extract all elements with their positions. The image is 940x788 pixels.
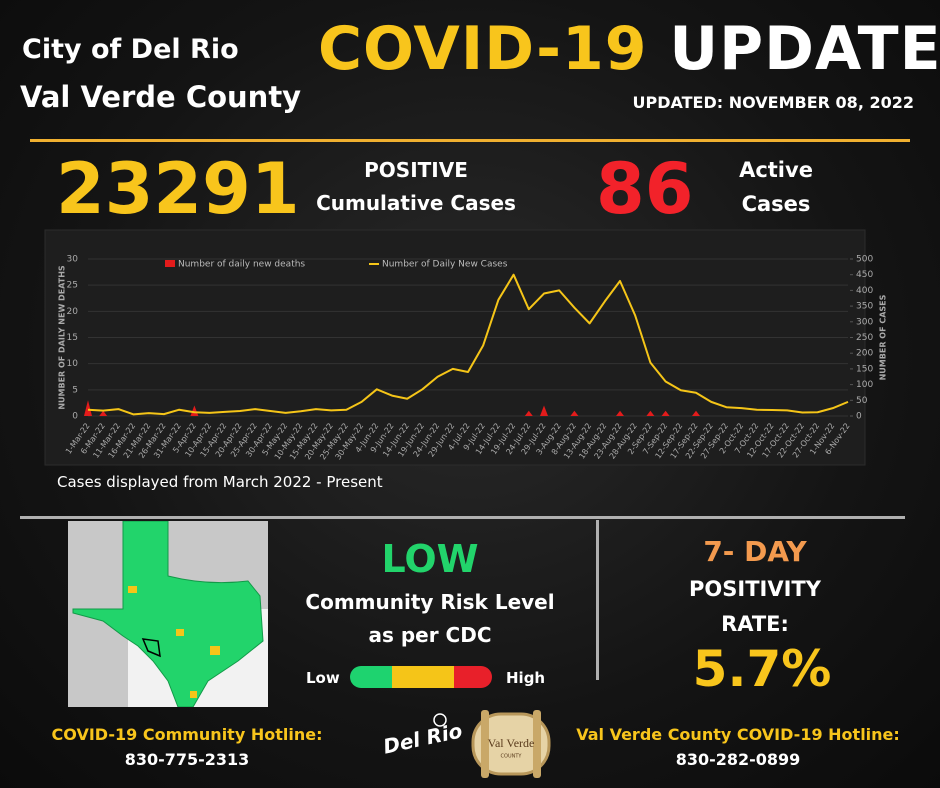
hotline-label: COVID-19 Community Hotline: (51, 725, 323, 744)
active-value: 86 (596, 148, 694, 230)
death-bar (84, 400, 92, 416)
y2-tick-label: 50 (856, 396, 868, 406)
y2-tick-label: 500 (856, 255, 873, 265)
positive-label: Cumulative Cases (316, 191, 516, 215)
death-bar (524, 410, 533, 416)
caption: Cases displayed from March 2022 - Presen… (57, 473, 383, 491)
y-tick-label: 15 (67, 333, 78, 343)
positive-value: 23291 (56, 148, 300, 230)
death-bar (661, 410, 670, 416)
del-rio-logo: Del Rio (385, 718, 465, 758)
val-verde-logo: Val Verde (488, 736, 535, 750)
death-bar (616, 410, 624, 416)
county: Val Verde County (20, 80, 302, 114)
gauge-high: High (506, 669, 546, 687)
main-title: COVID-19 UPDATE (318, 14, 940, 84)
death-bar (540, 405, 548, 416)
risk-gauge (350, 666, 492, 688)
legend-label: Number of Daily New Cases (382, 260, 508, 270)
y2-tick-label: 200 (856, 349, 873, 359)
legend-swatch (165, 260, 175, 267)
y-tick-label: 25 (67, 281, 78, 291)
y2-tick-label: 250 (856, 333, 873, 343)
risk-label: as per CDC (368, 623, 492, 647)
texas-map (68, 521, 268, 707)
y2-tick-label: 100 (856, 380, 873, 390)
active-label: Cases (741, 192, 811, 216)
title-covid: COVID-19 (318, 14, 648, 84)
hotline-number: 830-775-2313 (124, 750, 250, 769)
death-bar (646, 410, 655, 416)
y-tick-label: 10 (67, 359, 79, 369)
death-bar (692, 410, 700, 416)
y2-tick-label: 350 (856, 302, 873, 312)
positivity-value: 5.7% (692, 640, 832, 698)
divider (30, 139, 910, 142)
gauge-low: Low (306, 669, 340, 687)
y2-tick-label: 400 (856, 286, 873, 296)
y2-tick-label: 450 (856, 270, 873, 280)
positivity-label: 7- DAY (703, 535, 807, 568)
chart-panel (44, 229, 866, 466)
risk-label: Community Risk Level (305, 590, 555, 614)
val-verde-logo-sub: COUNTY (501, 754, 523, 760)
y-tick-label: 30 (67, 255, 79, 265)
hotline-number: 830-282-0899 (675, 750, 801, 769)
title-update: UPDATE (669, 14, 940, 84)
risk-level: LOW (381, 537, 479, 581)
cases-line (87, 273, 849, 416)
y2-axis-title: NUMBER OF CASES (879, 294, 888, 380)
positive-label: POSITIVE (364, 158, 468, 182)
divider (20, 516, 905, 519)
positivity-label: RATE: (721, 612, 789, 636)
hotline-label: Val Verde County COVID-19 Hotline: (576, 725, 900, 744)
death-bar (190, 405, 199, 416)
y-axis-title: NUMBER OF DAILY NEW DEATHS (58, 265, 67, 410)
death-bar (570, 410, 579, 416)
y2-tick-label: 300 (856, 317, 873, 327)
y-tick-label: 0 (72, 412, 78, 422)
y-tick-label: 5 (72, 385, 78, 395)
y-tick-label: 20 (67, 307, 79, 317)
death-bar (99, 410, 108, 416)
y2-tick-label: 0 (856, 412, 862, 422)
updated-date: UPDATED: NOVEMBER 08, 2022 (632, 93, 915, 112)
active-label: Active (739, 158, 813, 182)
logos: Del Rio Val Verde COUNTY (385, 710, 551, 778)
city: City of Del Rio (22, 34, 239, 65)
divider (596, 520, 599, 680)
legend-label: Number of daily new deaths (178, 260, 305, 270)
y2-tick-label: 150 (856, 364, 873, 374)
positivity-label: POSITIVITY (689, 577, 821, 601)
